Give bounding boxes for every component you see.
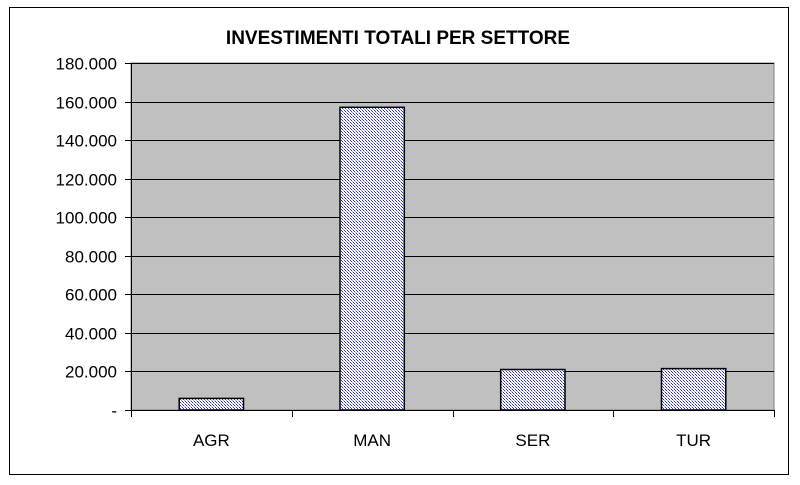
bar-tur [660, 367, 727, 411]
x-category-label: SER [515, 431, 550, 450]
y-tick-label: 60.000 [65, 286, 117, 305]
x-category-label: MAN [353, 431, 391, 450]
x-category-label: TUR [676, 431, 711, 450]
axis-labels: - 20.000 40.000 60.000 80.000 100.000 120.000 1… [56, 55, 712, 451]
y-tick-label: 20.000 [65, 363, 117, 382]
bars [178, 106, 727, 411]
bar-ser [499, 368, 566, 411]
y-tick-label: 180.000 [56, 55, 117, 74]
y-tick-label: 120.000 [56, 171, 117, 190]
plot-area [130, 62, 775, 411]
y-tick-label: - [111, 402, 117, 421]
y-tick-label: 100.000 [56, 209, 117, 228]
bar-man [339, 106, 406, 411]
y-tick-label: 40.000 [65, 325, 117, 344]
chart-title: INVESTIMENTI TOTALI PER SETTORE [226, 28, 570, 49]
y-tick-label: 80.000 [65, 248, 117, 267]
x-category-label: AGR [193, 431, 230, 450]
y-tick-label: 140.000 [56, 132, 117, 151]
bar-agr [178, 397, 245, 411]
y-tick-label: 160.000 [56, 94, 117, 113]
